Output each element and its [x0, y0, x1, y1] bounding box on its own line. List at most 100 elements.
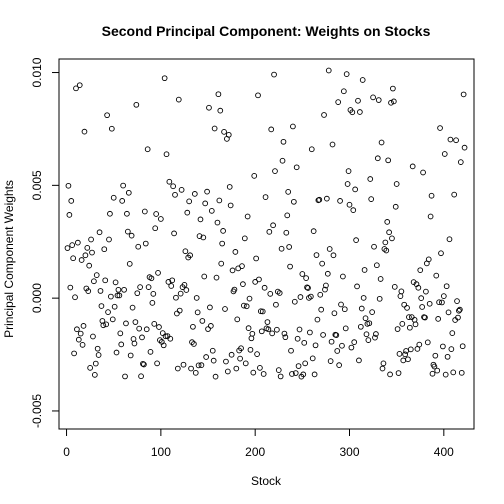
- data-point: [184, 209, 191, 216]
- data-point: [221, 129, 227, 135]
- data-point: [219, 240, 226, 247]
- data-point: [204, 188, 210, 195]
- data-point: [440, 343, 446, 350]
- data-point: [346, 201, 353, 208]
- data-point: [89, 249, 95, 256]
- data-point: [371, 243, 377, 250]
- data-point: [387, 371, 393, 378]
- data-point: [354, 283, 360, 290]
- data-point: [268, 126, 275, 133]
- data-point: [384, 219, 391, 225]
- data-point: [226, 184, 233, 190]
- data-point: [277, 373, 284, 380]
- data-point: [88, 236, 94, 243]
- data-point: [174, 365, 181, 372]
- data-point: [319, 260, 326, 267]
- data-point: [438, 250, 444, 257]
- data-point: [154, 360, 160, 367]
- data-point: [407, 346, 414, 353]
- data-point: [445, 309, 452, 316]
- data-point: [142, 240, 149, 247]
- data-point: [125, 189, 132, 196]
- data-point: [241, 235, 248, 242]
- data-point: [453, 137, 459, 144]
- data-point: [84, 244, 91, 251]
- data-point: [309, 355, 316, 362]
- data-point: [157, 337, 163, 343]
- data-point: [282, 334, 289, 341]
- data-point: [314, 316, 321, 323]
- data-point: [407, 324, 413, 331]
- data-point: [437, 125, 443, 131]
- data-point: [370, 94, 376, 101]
- data-point: [329, 141, 336, 148]
- data-point: [231, 286, 238, 293]
- data-point: [194, 309, 201, 316]
- data-point: [415, 284, 422, 291]
- data-point: [73, 85, 79, 92]
- data-point: [180, 361, 187, 368]
- data-point: [278, 245, 285, 252]
- data-point: [257, 365, 263, 371]
- data-point: [372, 334, 378, 341]
- data-point: [291, 198, 297, 205]
- data-point: [253, 255, 259, 262]
- data-point: [70, 255, 77, 262]
- data-point: [126, 261, 133, 267]
- data-point: [374, 262, 380, 269]
- data-point: [350, 207, 357, 214]
- data-point: [259, 308, 266, 315]
- data-point: [101, 246, 108, 253]
- data-point: [114, 292, 121, 299]
- data-point: [426, 300, 433, 307]
- data-point: [454, 298, 460, 304]
- data-point: [147, 348, 154, 355]
- data-point: [105, 309, 111, 315]
- data-point: [324, 270, 331, 277]
- data-point: [71, 350, 77, 357]
- data-point: [276, 290, 283, 296]
- data-point: [349, 109, 356, 116]
- data-point: [304, 284, 310, 291]
- data-point: [137, 284, 143, 290]
- data-point: [195, 362, 202, 369]
- data-point: [208, 323, 214, 329]
- data-point: [111, 303, 118, 310]
- data-point: [401, 301, 408, 308]
- data-point: [223, 358, 229, 365]
- data-point: [436, 299, 442, 306]
- y-axis-label: Principal Component Weights: [2, 180, 16, 338]
- data-point: [250, 369, 257, 376]
- data-point: [106, 236, 112, 243]
- data-point: [396, 351, 403, 357]
- data-point: [192, 369, 199, 376]
- data-point: [317, 291, 324, 298]
- data-point: [321, 112, 327, 118]
- data-point: [450, 369, 457, 376]
- data-point: [339, 342, 345, 349]
- data-point: [307, 329, 313, 336]
- data-point: [323, 282, 329, 289]
- data-point: [134, 290, 141, 297]
- data-point: [140, 360, 146, 367]
- data-point: [456, 307, 462, 314]
- data-point: [139, 334, 145, 341]
- data-point: [124, 210, 130, 217]
- data-point: [275, 367, 282, 373]
- data-point: [232, 249, 239, 255]
- data-point: [163, 151, 170, 158]
- data-point: [95, 352, 102, 358]
- data-point: [130, 336, 137, 342]
- data-point: [447, 136, 454, 143]
- data-point: [153, 211, 160, 217]
- data-point: [393, 181, 400, 187]
- data-point: [96, 229, 103, 236]
- data-point: [342, 325, 349, 332]
- data-points: [64, 67, 468, 380]
- x-tick-label: 400: [434, 445, 454, 459]
- data-point: [412, 321, 419, 328]
- data-point: [313, 252, 320, 258]
- data-point: [340, 273, 346, 280]
- data-point: [196, 233, 203, 239]
- data-point: [100, 322, 107, 329]
